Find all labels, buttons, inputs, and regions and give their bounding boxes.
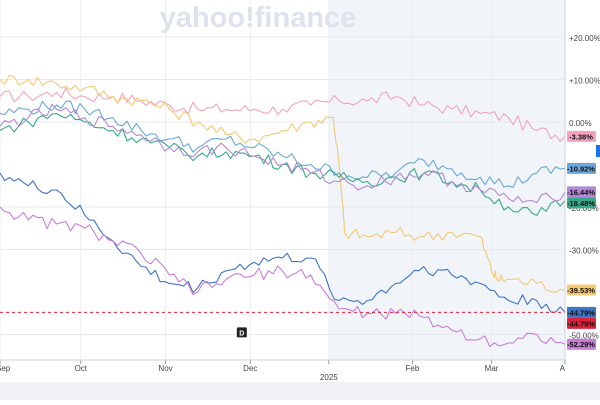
value-tag-bg: [567, 306, 596, 318]
value-tag-label: -52.29%: [567, 340, 595, 349]
x-tick-label: Sep: [0, 364, 11, 373]
side-panel-tab[interactable]: [596, 145, 600, 157]
x-tick-label: Nov: [158, 364, 172, 373]
value-tag-label: -3.38%: [569, 132, 593, 141]
value-tag-label: -16.44%: [567, 188, 595, 197]
y-tick-label: -20.00%: [569, 204, 599, 213]
series-line: [0, 74, 566, 294]
y-tick-label: -50.00%: [569, 332, 599, 341]
value-tag-label: -18.48%: [567, 199, 595, 208]
series-line: [0, 206, 566, 348]
value-tag-bg: [567, 162, 596, 174]
x-tick-label: Mar: [485, 364, 499, 373]
series-line: [0, 87, 566, 143]
value-tag-bg: [567, 284, 596, 296]
x-tick-label: Oct: [75, 364, 88, 373]
footer-bar: [0, 382, 600, 400]
series-line: [0, 100, 566, 188]
value-tag-bg: [567, 338, 596, 350]
value-tag-bg: [567, 186, 596, 198]
series-line: [0, 172, 566, 313]
x-tick-label: A: [560, 364, 566, 373]
value-tag-label: -44.79%: [567, 319, 595, 328]
x-tick-label: Feb: [406, 364, 420, 373]
series-line: [0, 103, 566, 204]
x-tick-label: 2025: [320, 373, 338, 382]
value-tag-label: -10.92%: [567, 164, 595, 173]
value-tag-label: -39.53%: [567, 286, 595, 295]
event-marker-icon: [236, 327, 247, 338]
x-tick-label: Dec: [243, 364, 257, 373]
y-tick-label: +10.00%: [569, 77, 600, 86]
value-tag-bg: [567, 197, 596, 209]
shaded-period: [328, 0, 565, 360]
y-tick-label: -30.00%: [569, 247, 599, 256]
watermark-logo: yahoo!finance: [160, 2, 357, 34]
value-tag-bg: [567, 130, 596, 142]
y-tick-label: +20.00%: [569, 34, 600, 43]
value-tag-label: -44.79%: [567, 308, 595, 317]
value-tag-bg: [567, 317, 596, 329]
y-tick-label: 0.00%: [569, 119, 592, 128]
event-marker-label: D: [239, 330, 244, 337]
